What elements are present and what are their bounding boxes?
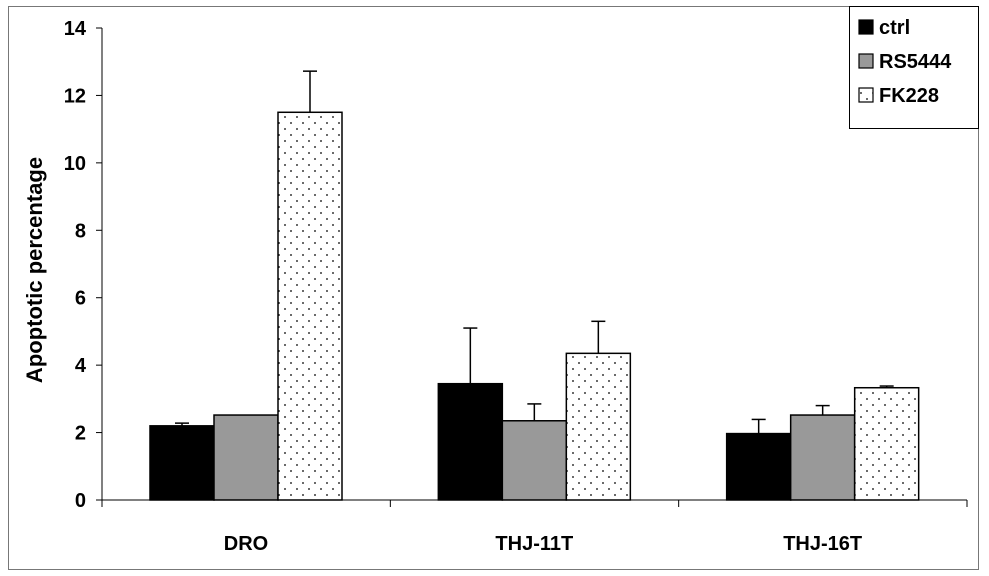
bar-ctrl-THJ-16T bbox=[725, 432, 792, 501]
x-tick-label: DRO bbox=[224, 533, 268, 555]
y-tick-label: 10 bbox=[64, 153, 86, 175]
y-tick-label: 8 bbox=[75, 220, 86, 242]
bar-FK228-THJ-11T bbox=[565, 352, 632, 501]
legend-swatch-RS5444 bbox=[858, 53, 874, 69]
legend-swatch-ctrl bbox=[858, 19, 874, 35]
bar-RS5444-THJ-16T bbox=[789, 414, 856, 501]
legend-label-RS5444: RS5444 bbox=[879, 51, 952, 73]
y-tick-label: 12 bbox=[64, 85, 86, 107]
bar-RS5444-DRO bbox=[213, 414, 279, 501]
x-tick-label: THJ-16T bbox=[783, 533, 862, 555]
y-tick-label: 2 bbox=[75, 423, 86, 445]
x-tick-label: THJ-11T bbox=[495, 533, 573, 555]
bar-RS5444-THJ-11T bbox=[501, 420, 568, 501]
bar-FK228-DRO bbox=[277, 111, 343, 501]
y-tick-label: 14 bbox=[64, 18, 87, 40]
legend-label-FK228: FK228 bbox=[879, 85, 939, 107]
chart-frame bbox=[8, 6, 979, 570]
bar-ctrl-THJ-11T bbox=[437, 382, 504, 501]
legend: ctrl RS5444 FK228 bbox=[849, 6, 979, 129]
bar-ctrl-DRO bbox=[149, 425, 215, 501]
y-tick-label: 0 bbox=[75, 490, 86, 512]
y-tick-label: 4 bbox=[75, 355, 87, 377]
legend-label-ctrl: ctrl bbox=[879, 17, 910, 39]
y-tick-label: 6 bbox=[75, 288, 86, 310]
bar-FK228-THJ-16T bbox=[853, 386, 920, 501]
legend-swatch-FK228 bbox=[858, 87, 874, 103]
y-axis-title: Apoptotic percentage bbox=[22, 157, 47, 383]
